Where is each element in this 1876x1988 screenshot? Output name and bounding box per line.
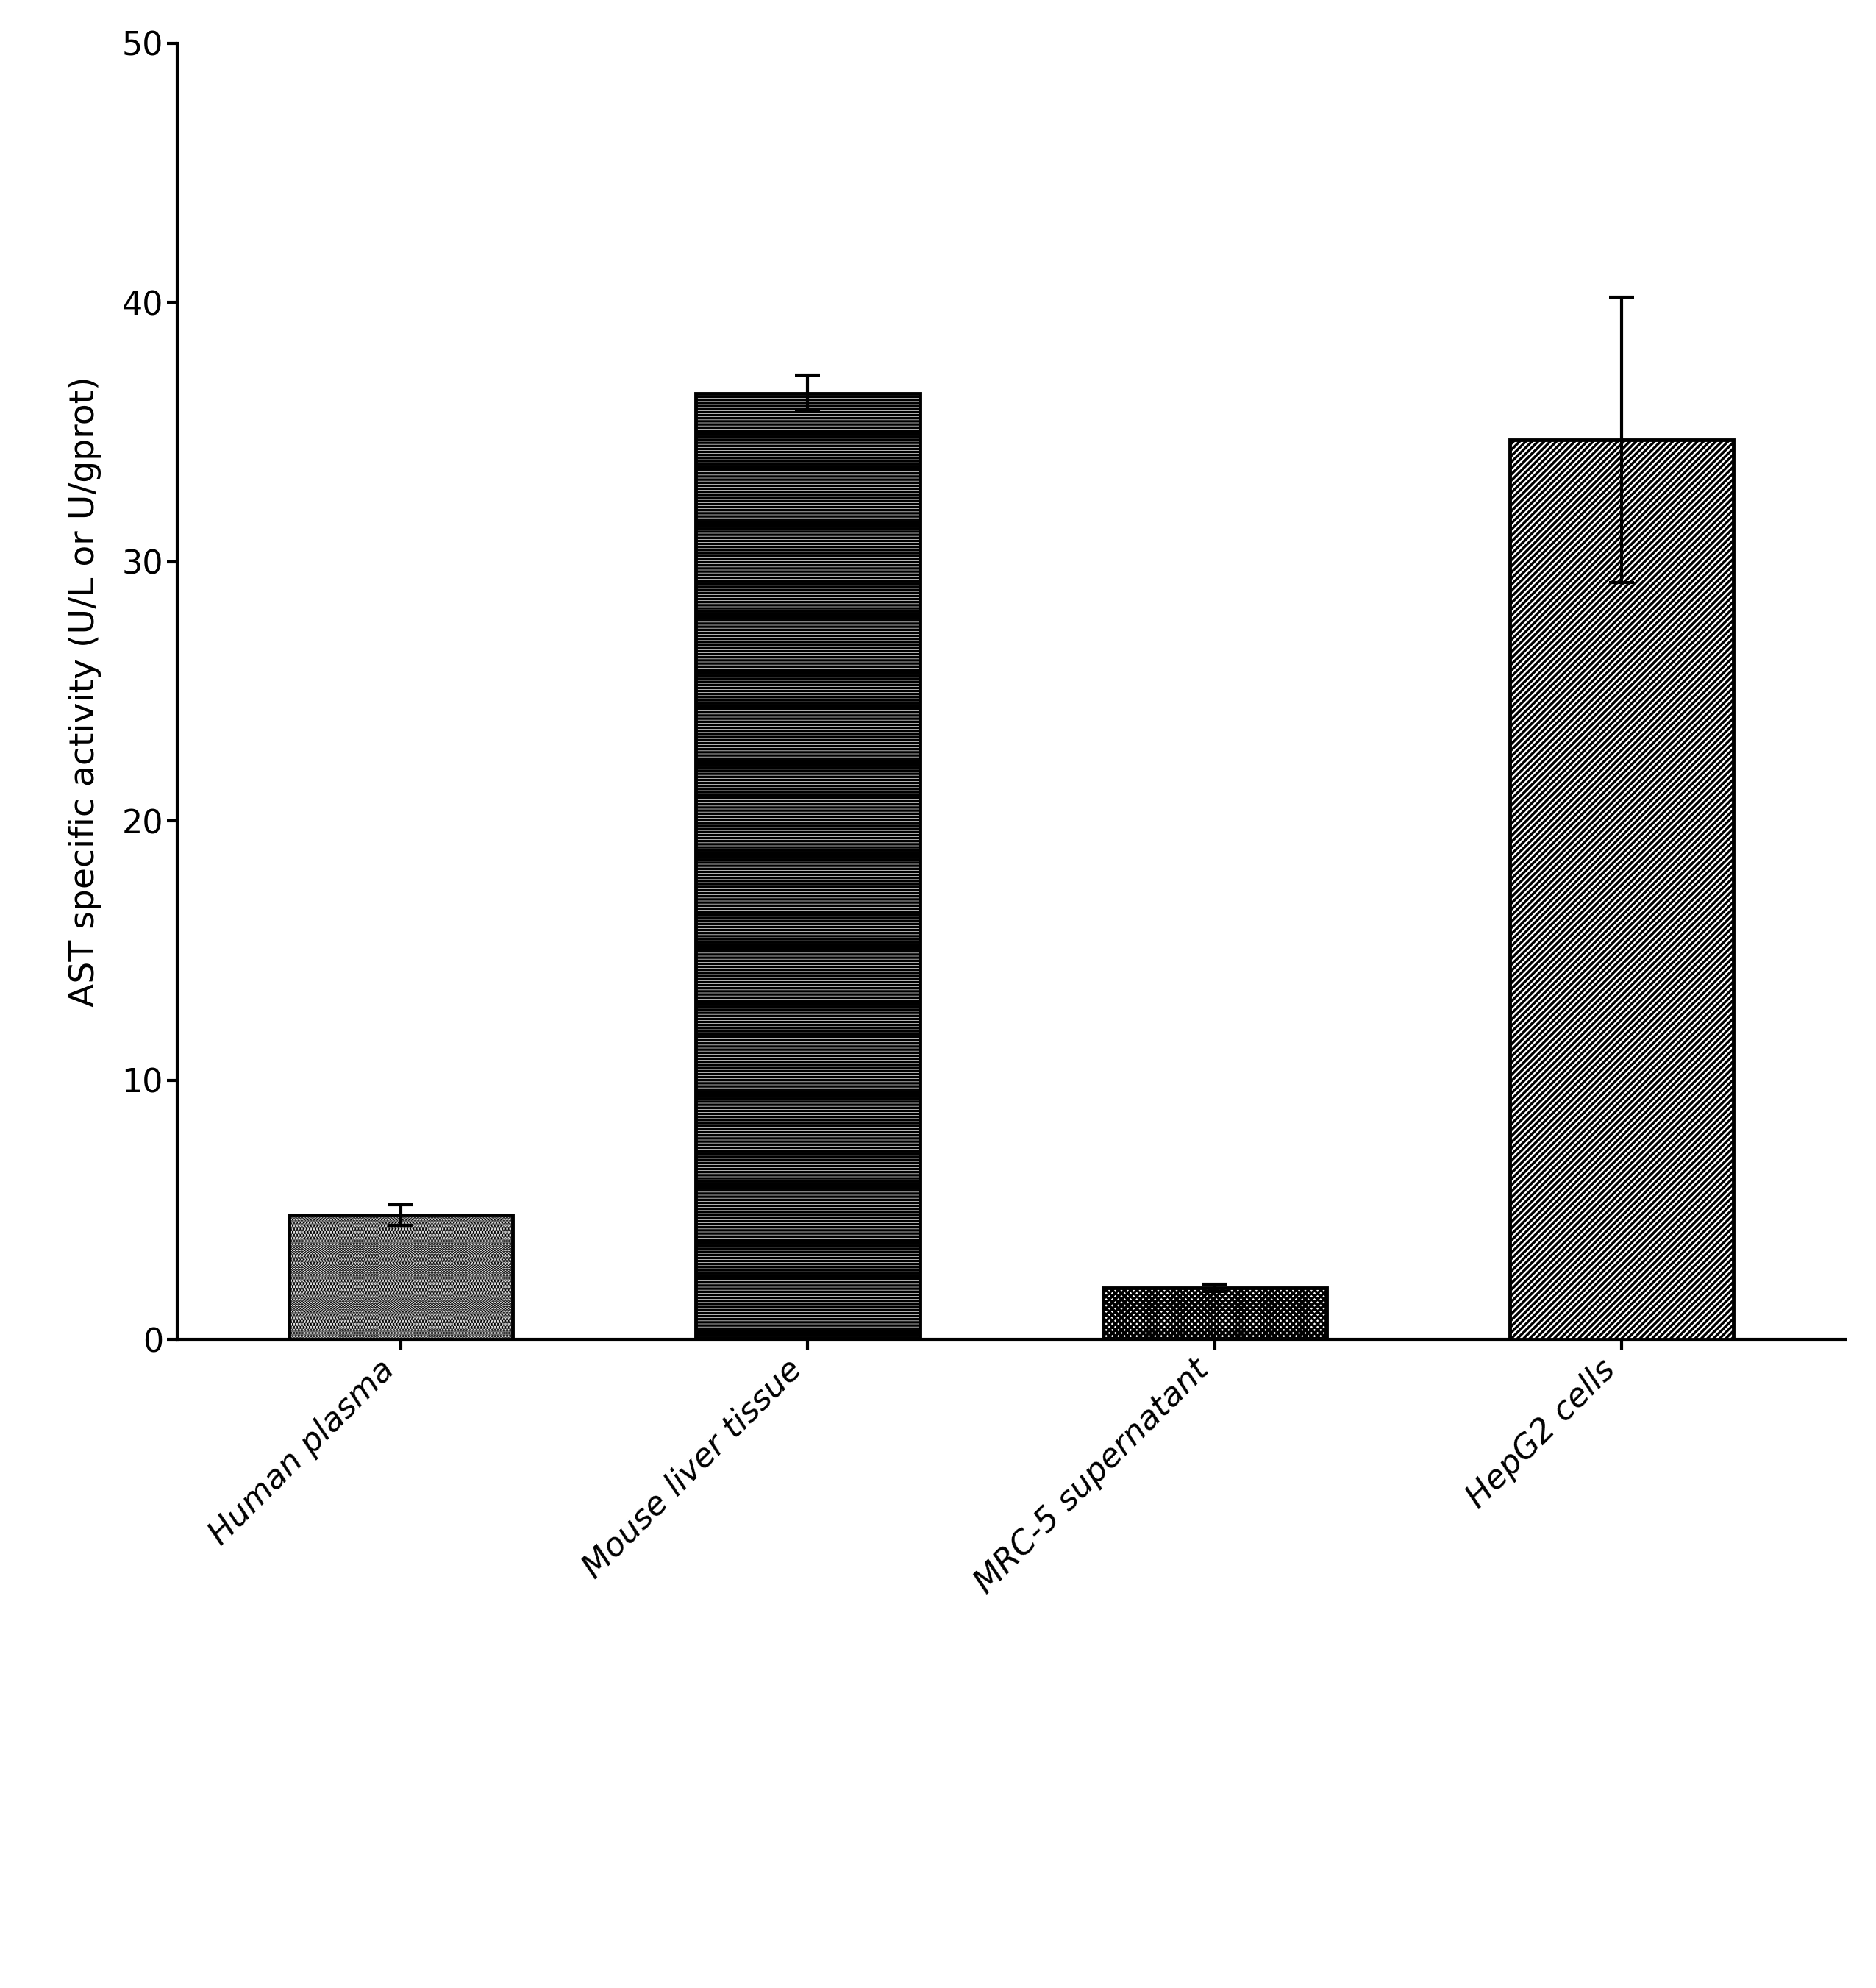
Y-axis label: AST specific activity (U/L or U/gprot): AST specific activity (U/L or U/gprot) xyxy=(68,376,101,1006)
Bar xyxy=(696,394,919,1340)
Bar xyxy=(1103,1288,1326,1340)
Bar xyxy=(1510,439,1733,1340)
Bar xyxy=(289,1215,512,1340)
